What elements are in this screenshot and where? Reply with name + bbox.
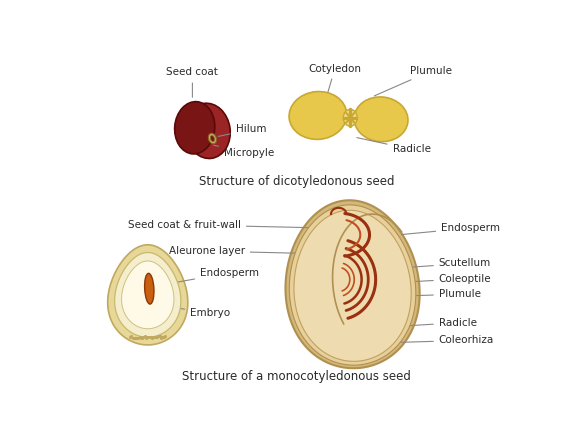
Text: Seed coat & fruit-wall: Seed coat & fruit-wall [128, 220, 319, 230]
Polygon shape [285, 200, 419, 368]
Text: Endosperm: Endosperm [402, 223, 500, 235]
Text: Structure of dicotyledonous seed: Structure of dicotyledonous seed [199, 175, 394, 188]
Text: Structure of a monocotyledonous seed: Structure of a monocotyledonous seed [182, 370, 411, 382]
Text: Radicle: Radicle [357, 138, 430, 154]
Polygon shape [294, 210, 411, 361]
Text: Plumule: Plumule [369, 289, 481, 299]
Ellipse shape [343, 109, 357, 126]
Text: Micropyle: Micropyle [214, 145, 274, 157]
Ellipse shape [144, 273, 154, 304]
Ellipse shape [210, 136, 214, 142]
Text: Cotyledon: Cotyledon [308, 64, 362, 92]
Text: Endosperm: Endosperm [174, 268, 259, 283]
Text: Aleurone layer: Aleurone layer [168, 246, 331, 256]
Ellipse shape [209, 133, 217, 144]
Text: Embryo: Embryo [156, 305, 230, 318]
Polygon shape [108, 245, 188, 345]
Text: Scutellum: Scutellum [403, 259, 491, 269]
Polygon shape [289, 205, 416, 365]
Ellipse shape [289, 92, 347, 140]
Ellipse shape [185, 103, 230, 158]
Text: Hilum: Hilum [218, 124, 266, 136]
Ellipse shape [354, 97, 408, 142]
Text: Radicle: Radicle [375, 318, 477, 328]
Polygon shape [121, 261, 174, 329]
Ellipse shape [175, 102, 215, 154]
Text: Coleoptile: Coleoptile [384, 274, 492, 284]
Polygon shape [115, 252, 181, 337]
Text: Coleorhiza: Coleorhiza [367, 335, 494, 345]
Text: Seed coat: Seed coat [167, 68, 218, 97]
Text: Plumule: Plumule [374, 66, 452, 96]
